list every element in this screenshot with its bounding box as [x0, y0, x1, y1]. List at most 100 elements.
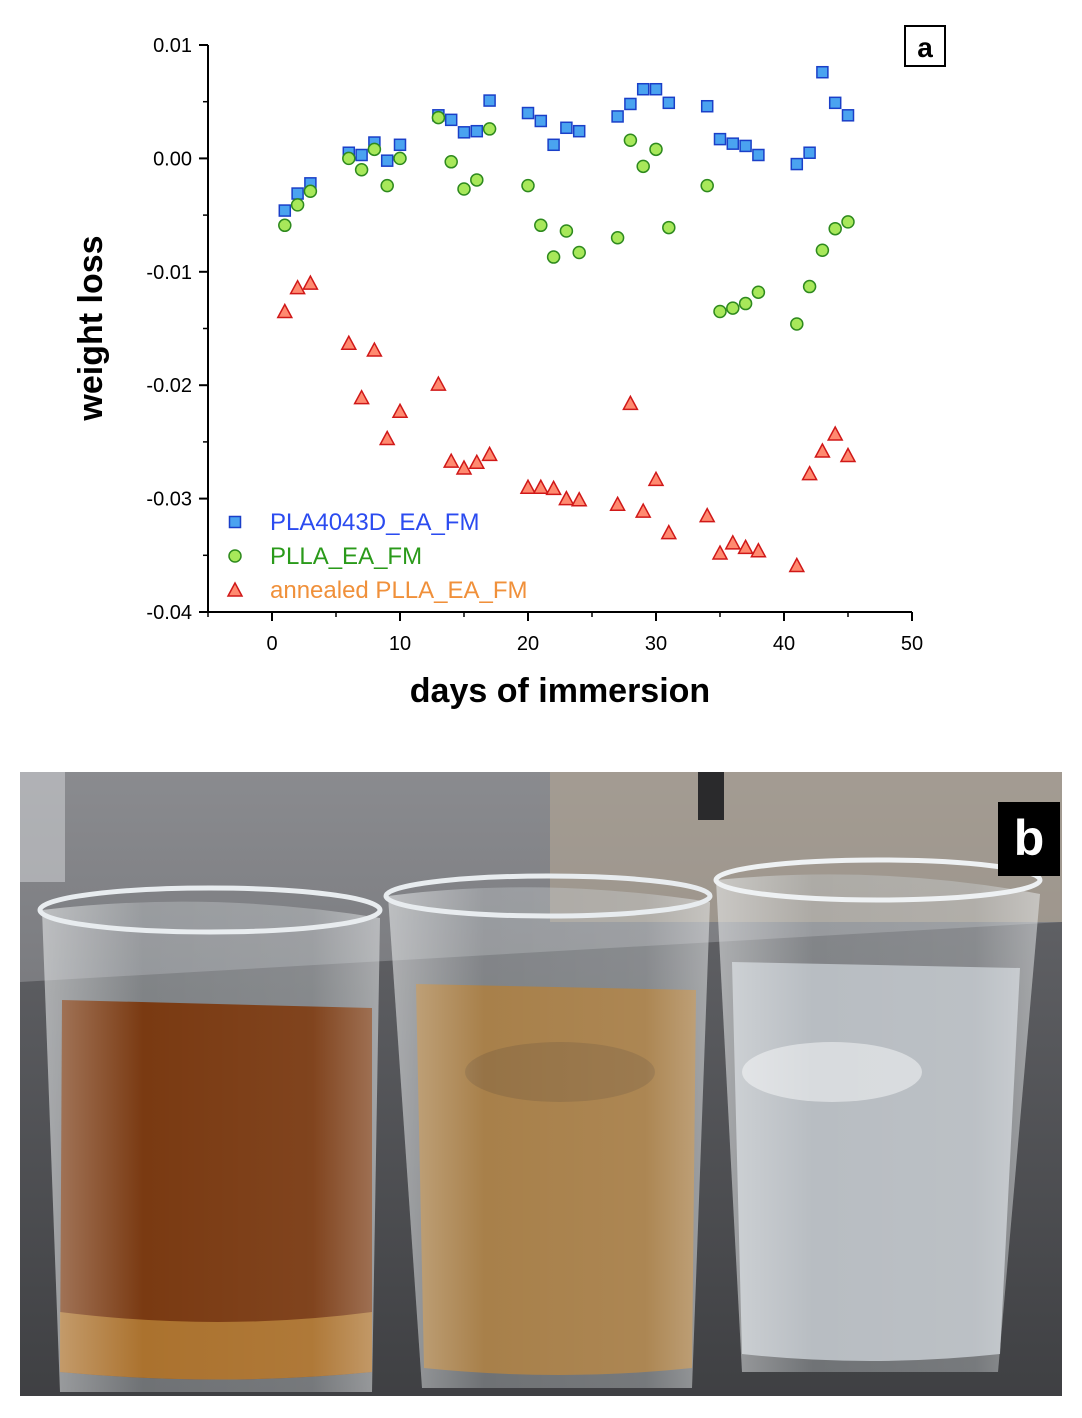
data-point [519, 478, 537, 495]
data-point [570, 491, 588, 507]
data-point [468, 453, 486, 470]
data-point [444, 113, 458, 127]
beaker-3 [713, 857, 1043, 1372]
data-point [839, 446, 857, 463]
data-point [481, 445, 498, 462]
data-point [726, 137, 740, 150]
legend-marker [228, 549, 242, 563]
data-point [751, 285, 766, 299]
series-3 [276, 274, 857, 573]
series-1 [278, 65, 855, 217]
data-point [302, 274, 319, 290]
data-point [342, 151, 356, 166]
data-point [816, 65, 829, 79]
panel-label-b: b [998, 802, 1060, 876]
x-tick-label: 30 [645, 633, 667, 655]
beaker-2 [383, 873, 713, 1388]
data-point [470, 173, 484, 187]
data-point [457, 126, 471, 139]
data-point [444, 155, 458, 169]
data-point [647, 470, 665, 487]
data-point [815, 243, 830, 258]
panel-label-a: a [917, 32, 933, 63]
data-point [483, 94, 496, 107]
data-point [726, 301, 740, 315]
data-point [534, 218, 548, 233]
data-point [546, 250, 561, 264]
data-point [353, 389, 370, 405]
panel-label-a-box [904, 25, 946, 67]
data-point [291, 187, 304, 200]
y-tick-label: -0.03 [146, 489, 192, 511]
beakers-photo [20, 772, 1062, 1396]
y-tick-label: -0.01 [146, 262, 192, 284]
data-point [700, 178, 714, 193]
data-point [547, 138, 560, 152]
x-tick-label: 0 [266, 633, 277, 655]
data-point [391, 402, 409, 419]
beaker-1 [37, 885, 383, 1392]
data-point [532, 478, 550, 495]
data-point [521, 178, 535, 193]
data-point [442, 452, 460, 468]
data-point [431, 110, 446, 125]
data-point [814, 442, 831, 458]
data-point [367, 142, 382, 157]
data-point [841, 215, 855, 229]
data-point [662, 96, 676, 110]
data-point [801, 465, 818, 481]
x-tick-label: 40 [773, 633, 795, 655]
data-point [521, 106, 535, 120]
data-point [636, 159, 650, 174]
x-tick-label: 20 [517, 633, 539, 655]
data-point [790, 157, 804, 171]
data-point [738, 296, 753, 311]
data-point [455, 459, 473, 475]
photo-panel-b: b [20, 772, 1062, 1396]
data-point [340, 334, 358, 350]
data-point [290, 198, 305, 212]
data-point [572, 124, 586, 138]
data-point [636, 82, 650, 96]
data-point [303, 184, 318, 199]
data-point [724, 534, 742, 550]
data-point [276, 302, 294, 319]
data-point [558, 490, 575, 506]
legend-label: PLLA_EA_FM [270, 543, 422, 570]
data-point [393, 151, 407, 166]
scatter-chart: 0 10 20 30 40 50-0.04-0.03-0.02-0.010.000.01 … [72, 25, 946, 710]
data-point [623, 133, 638, 148]
data-point [711, 544, 729, 560]
data-point [609, 495, 626, 512]
data-point [289, 279, 306, 295]
data-point [649, 82, 663, 96]
y-tick-label: 0.00 [153, 148, 192, 170]
data-point [278, 204, 292, 217]
chart-panel-a: 0 10 20 30 40 50 -0.04 -0.03 -0.02 -0.01 0.00 0.01 … [72, 25, 946, 710]
legend-label: annealed PLLA_EA_FM [270, 577, 528, 604]
data-point [790, 317, 804, 331]
data-point [278, 218, 292, 233]
data-point [700, 99, 714, 113]
data-point [610, 231, 625, 245]
data-point [572, 245, 586, 260]
data-point [788, 556, 806, 573]
data-point [752, 148, 765, 162]
y-tick-label: 0.01 [153, 35, 192, 57]
legend-marker [228, 515, 242, 529]
data-point [698, 507, 716, 523]
data-point [366, 341, 383, 357]
data-point [380, 178, 394, 193]
y-axis-title: weight loss [72, 235, 110, 421]
data-point [482, 122, 497, 136]
y-tick-label: -0.02 [146, 375, 192, 397]
data-point [739, 139, 752, 153]
data-point [430, 375, 447, 391]
data-point [622, 394, 639, 411]
data-point [841, 109, 855, 122]
data-point [457, 182, 471, 196]
data-point [828, 96, 842, 110]
data-point [826, 425, 844, 441]
data-point [828, 221, 842, 236]
data-point [545, 479, 562, 496]
